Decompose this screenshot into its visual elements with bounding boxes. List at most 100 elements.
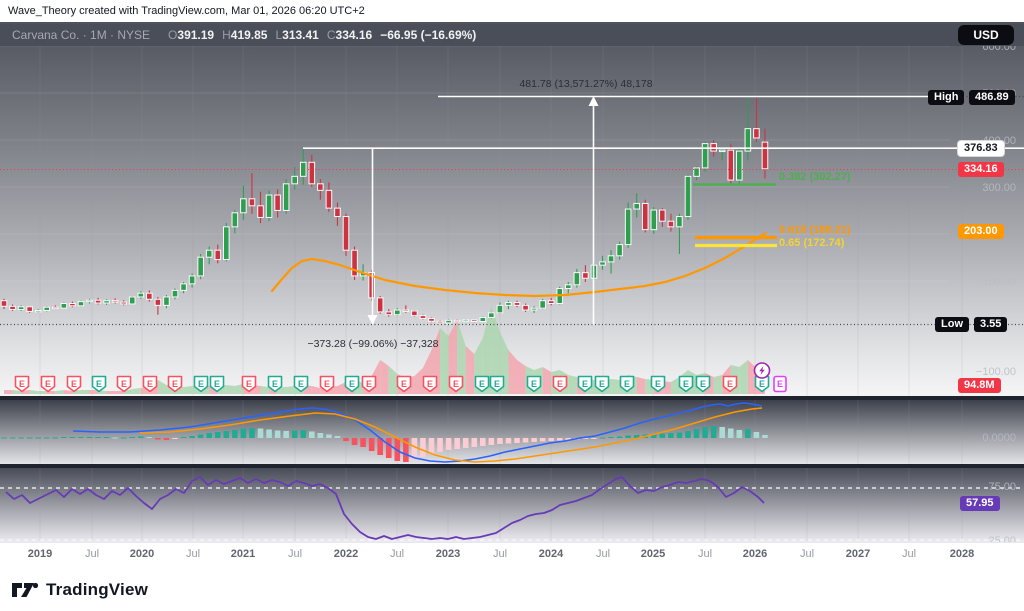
svg-text:E: E xyxy=(531,379,537,389)
low-value: 313.41 xyxy=(282,28,319,42)
rsi-pane[interactable] xyxy=(0,468,1024,542)
symbol-legend-bar[interactable]: Carvana Co. · 1M · NYSE O 391.19 H 419.8… xyxy=(0,24,1024,46)
svg-text:E: E xyxy=(655,379,661,389)
time-axis-label: Jul xyxy=(595,548,611,560)
svg-text:300.00: 300.00 xyxy=(982,182,1016,194)
open-value: 391.19 xyxy=(177,28,215,42)
price-pane[interactable] xyxy=(0,22,1024,396)
time-axis-label: Jul xyxy=(389,548,405,560)
svg-text:E: E xyxy=(453,379,459,389)
svg-text:0.0000: 0.0000 xyxy=(982,432,1016,444)
earnings-badge[interactable]: E xyxy=(209,375,225,393)
time-axis-label: 2022 xyxy=(333,548,359,560)
time-axis-label: Jul xyxy=(697,548,713,560)
down-measure-annotation: −373.28 (−99.06%) −37,328 xyxy=(307,338,439,350)
low-label: L xyxy=(275,28,283,42)
level-line-price-label: 376.83 xyxy=(958,140,1004,156)
svg-text:E: E xyxy=(214,379,220,389)
earnings-badge[interactable]: E xyxy=(678,375,694,393)
earnings-badge[interactable]: E xyxy=(619,375,635,393)
rsi-indicator xyxy=(0,476,1024,541)
high-value: 419.85 xyxy=(230,28,268,42)
svg-text:E: E xyxy=(45,379,51,389)
time-axis-label: 2025 xyxy=(640,548,666,560)
svg-text:E: E xyxy=(366,379,372,389)
svg-text:E: E xyxy=(324,379,330,389)
earnings-badge[interactable]: E xyxy=(722,375,738,393)
time-axis[interactable]: 2019 Jul 2020 Jul 2021 Jul 2022 Jul 2023 Jul 2024 J… xyxy=(0,542,1024,569)
svg-text:75.00: 75.00 xyxy=(988,481,1016,493)
earnings-badge[interactable]: E xyxy=(448,375,464,393)
earnings-badge[interactable]: E xyxy=(14,375,30,393)
earnings-badge[interactable]: E xyxy=(142,375,158,393)
fib-level-065-label: 0.65 (172.74) xyxy=(779,237,845,249)
earnings-badge[interactable]: E xyxy=(396,375,412,393)
high-label: H xyxy=(222,28,231,42)
svg-text:E: E xyxy=(121,379,127,389)
earnings-badge[interactable]: E xyxy=(344,375,360,393)
svg-text:E: E xyxy=(557,379,563,389)
time-axis-label: 2024 xyxy=(538,548,564,560)
earnings-badge[interactable]: E xyxy=(773,375,787,393)
earnings-badge[interactable]: E xyxy=(650,375,666,393)
macd-indicator xyxy=(1,402,768,463)
footer-watermark[interactable]: TradingView xyxy=(0,568,1024,611)
earnings-badge[interactable]: E xyxy=(526,375,542,393)
footer-brand-text: TradingView xyxy=(46,579,149,599)
measure-drawings[interactable] xyxy=(0,95,1024,326)
earnings-badge[interactable]: E xyxy=(40,375,56,393)
pane-separator[interactable] xyxy=(0,464,1024,468)
earnings-badge[interactable]: E xyxy=(361,375,377,393)
svg-text:E: E xyxy=(272,379,278,389)
time-axis-label: Jul xyxy=(185,548,201,560)
attribution-text: Wave_Theory created with TradingView.com… xyxy=(0,0,1024,22)
earnings-badge[interactable]: E xyxy=(66,375,82,393)
fib-level-0382-label: 0.382 (302.27) xyxy=(779,171,851,183)
svg-text:E: E xyxy=(727,379,733,389)
earnings-badge[interactable]: E xyxy=(267,375,283,393)
earnings-badge[interactable]: E xyxy=(293,375,309,393)
currency-toggle-button[interactable]: USD xyxy=(958,25,1014,45)
time-axis-label: Jul xyxy=(901,548,917,560)
svg-text:E: E xyxy=(683,379,689,389)
time-axis-label: 2020 xyxy=(129,548,155,560)
svg-text:E: E xyxy=(479,379,485,389)
earnings-badge[interactable]: E xyxy=(167,375,183,393)
earnings-badge[interactable]: E xyxy=(91,375,107,393)
low-price-tag-label: Low xyxy=(935,317,969,332)
svg-text:E: E xyxy=(599,379,605,389)
svg-text:E: E xyxy=(71,379,77,389)
svg-text:100.00: 100.00 xyxy=(982,276,1016,288)
svg-text:E: E xyxy=(198,379,204,389)
earnings-badge[interactable]: E xyxy=(319,375,335,393)
svg-text:E: E xyxy=(172,379,178,389)
earnings-badge[interactable]: E xyxy=(695,375,711,393)
svg-text:E: E xyxy=(401,379,407,389)
up-measure-annotation: 481.78 (13,571.27%) 48,178 xyxy=(519,78,653,90)
svg-text:−100.00: −100.00 xyxy=(976,366,1016,378)
earnings-badge[interactable]: E xyxy=(577,375,593,393)
earnings-badge[interactable]: E xyxy=(116,375,132,393)
svg-text:E: E xyxy=(624,379,630,389)
earnings-badge[interactable]: E xyxy=(594,375,610,393)
volume-value-label: 94.8M xyxy=(958,377,1001,393)
candles xyxy=(0,97,769,324)
earnings-badge[interactable]: E xyxy=(193,375,209,393)
lightning-icon[interactable] xyxy=(753,362,771,379)
svg-text:E: E xyxy=(349,379,355,389)
earnings-badge[interactable]: E xyxy=(489,375,505,393)
svg-text:E: E xyxy=(700,379,706,389)
earnings-badge[interactable]: E xyxy=(474,375,490,393)
last-price-label: 334.16 xyxy=(958,162,1004,177)
earnings-badge[interactable]: E xyxy=(422,375,438,393)
earnings-badge[interactable]: E xyxy=(552,375,568,393)
symbol-description[interactable]: Carvana Co. · 1M · NYSE xyxy=(12,28,151,42)
earnings-badge[interactable]: E xyxy=(241,375,257,393)
pane-separator[interactable] xyxy=(0,396,1024,400)
time-axis-label: 2023 xyxy=(435,548,461,560)
time-axis-label: 2019 xyxy=(27,548,53,560)
fib-level-0618-label: 0.618 (188.21) xyxy=(779,224,851,236)
